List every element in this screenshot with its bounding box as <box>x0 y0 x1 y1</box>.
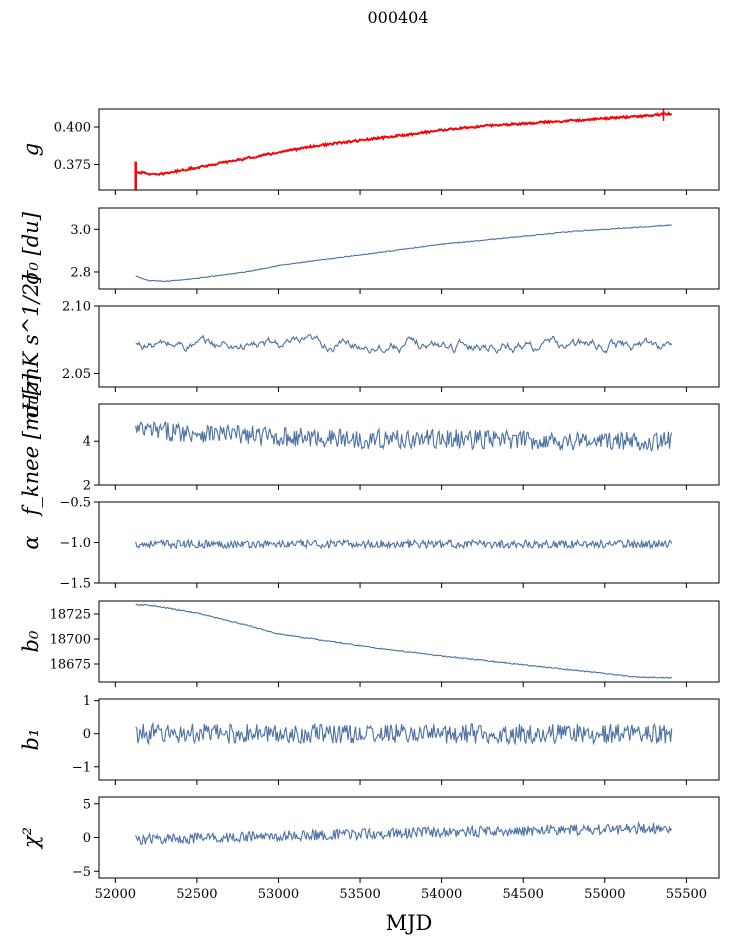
y-tick-label: 1 <box>83 694 91 709</box>
series-line-chi2 <box>135 820 673 846</box>
panel-sigma0_mk: 2.05 2.10 σ₀[mK s^1/2] <box>19 274 720 418</box>
panel-chi2: −5 0 5 52000 52500 53000 53500 54000 54500 55000 5… <box>19 796 720 902</box>
y-tick-label: 2.10 <box>62 300 91 315</box>
y-tick-label: 0.400 <box>54 121 91 136</box>
series-line-fit <box>135 111 673 177</box>
x-tick-label: 54000 <box>421 887 462 902</box>
series-line-fknee <box>135 420 673 453</box>
y-tick-label: 4 <box>83 435 91 450</box>
y-tick-label: 0.375 <box>54 158 91 173</box>
x-tick-label: 52000 <box>95 887 136 902</box>
panel-frame <box>98 207 720 290</box>
panel-fknee: 2 4 f_knee [mHz] <box>19 373 720 518</box>
y-tick-label: 18725 <box>50 608 91 623</box>
y-tick-label: −1 <box>72 760 91 775</box>
y-tick-label: 2.05 <box>62 367 91 382</box>
series-line-sigma0_mk <box>135 334 673 355</box>
y-tick-label: −5 <box>72 865 91 880</box>
panel-alpha: −1.5 −1.0 −0.5 α <box>19 496 720 592</box>
x-tick-label: 55500 <box>666 887 707 902</box>
x-tick-label: 53500 <box>339 887 380 902</box>
y-tick-label: 18675 <box>50 658 91 673</box>
panel-g: 0.375 0.400 g <box>19 108 720 195</box>
y-tick-label: −1.5 <box>59 577 91 592</box>
y-tick-label: 0 <box>83 727 91 742</box>
y-axis-label-sigma0_mk: σ₀[mK s^1/2] <box>19 274 43 418</box>
panel-frame <box>98 108 720 191</box>
y-tick-label: 5 <box>83 797 91 812</box>
y-tick-label: 18700 <box>50 633 91 648</box>
panel-frame <box>98 305 720 388</box>
panels: 0.375 0.400 g 2.8 3.0 σ₀ [du] 2.05 2.10 σ₀[mK s^… <box>19 108 720 902</box>
y-axis-label-b0: b₀ <box>19 630 43 652</box>
panel-b0: 18675 18700 18725 b₀ <box>19 600 720 687</box>
series-line-b1 <box>135 721 673 746</box>
y-tick-label: 3.0 <box>70 223 91 238</box>
panel-frame <box>98 698 720 781</box>
y-tick-label: 2 <box>83 479 91 494</box>
x-tick-label: 53000 <box>258 887 299 902</box>
figure-title: 000404 <box>367 8 428 27</box>
panel-b1: −1 0 1 b₁ <box>19 694 720 785</box>
series-line-sigma0_du <box>135 224 672 283</box>
y-tick-label: −0.5 <box>59 496 91 511</box>
y-axis-label-fknee: f_knee [mHz] <box>19 373 43 518</box>
x-tick-label: 55000 <box>584 887 625 902</box>
panel-frame <box>98 403 720 486</box>
y-axis-label-sigma0_du: σ₀ [du] <box>19 211 43 285</box>
x-axis-label: MJD <box>386 911 433 935</box>
series-line-g <box>135 112 672 176</box>
series-line-b0 <box>135 603 673 680</box>
x-tick-label: 54500 <box>503 887 544 902</box>
y-tick-label: 2.8 <box>70 265 91 280</box>
y-axis-label-chi2: χ² <box>19 827 43 850</box>
x-tick-label: 52500 <box>176 887 217 902</box>
y-tick-label: −1.0 <box>59 536 91 551</box>
panel-frame <box>98 600 720 683</box>
y-axis-label-g: g <box>19 143 43 156</box>
y-tick-label: 0 <box>83 831 91 846</box>
y-axis-label-b1: b₁ <box>19 729 43 751</box>
series-line-alpha <box>135 538 673 551</box>
y-axis-label-alpha: α <box>19 535 43 549</box>
panel-sigma0_du: 2.8 3.0 σ₀ [du] <box>19 207 720 294</box>
